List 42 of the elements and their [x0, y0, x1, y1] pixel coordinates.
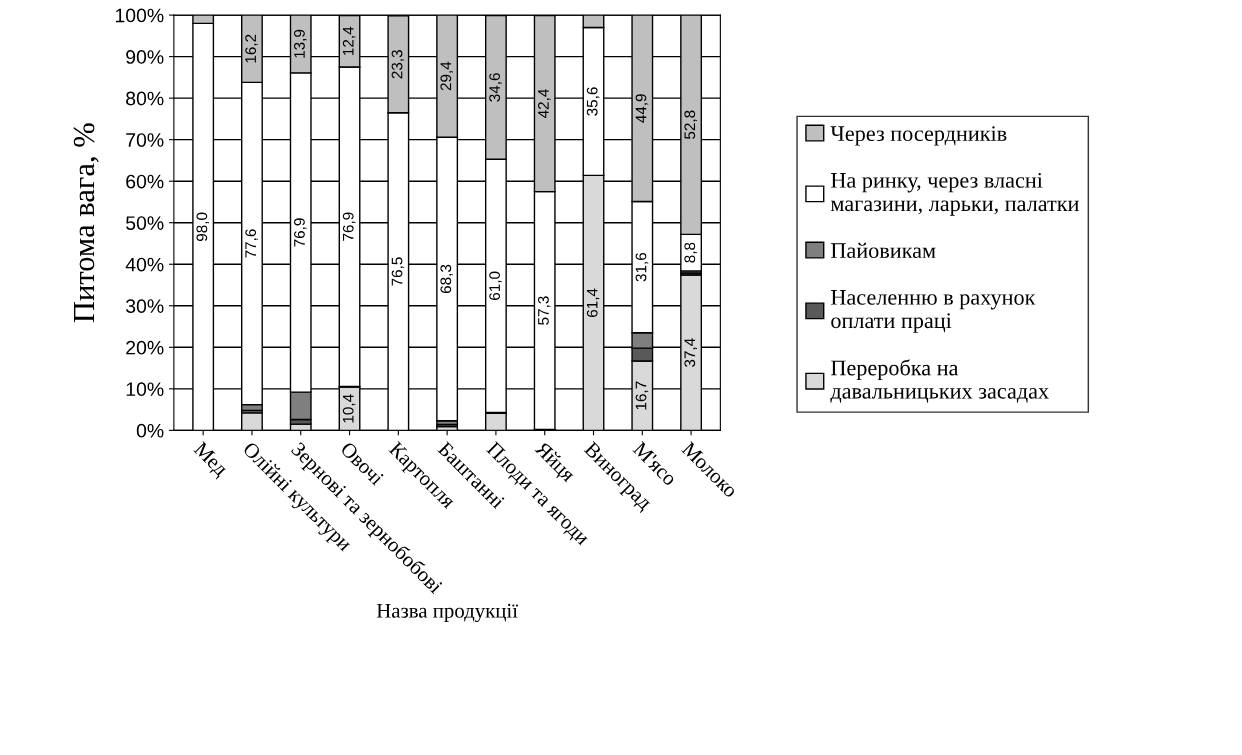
data-label: 34,6 — [489, 73, 502, 102]
x-axis-title: Назва продукції — [376, 603, 518, 623]
data-label: 77,6 — [245, 229, 258, 258]
data-label: 52,8 — [684, 110, 697, 139]
y-axis-title: Питома вага, % — [73, 123, 99, 323]
data-label: 98,0 — [196, 212, 210, 242]
y-tick-label: 30% — [125, 299, 164, 314]
data-label: 76,5 — [391, 257, 405, 286]
data-label: 16,7 — [635, 381, 649, 410]
y-tick-label: 10% — [126, 382, 164, 397]
y-tick-label: 0% — [136, 423, 164, 438]
data-label: 8,8 — [684, 242, 697, 263]
legend-label: На ринку, через власні магазини, ларьки, палатки — [830, 172, 1079, 216]
data-label: 16,2 — [245, 34, 258, 63]
data-label: 61,0 — [489, 271, 502, 300]
y-tick-label: 40% — [125, 257, 164, 272]
data-label: 35,6 — [586, 87, 600, 116]
data-label: 23,3 — [391, 50, 405, 79]
y-tick-label: 90% — [126, 50, 164, 64]
data-label: 37,4 — [684, 338, 697, 367]
data-label: 44,9 — [635, 94, 649, 123]
data-label: 12,4 — [342, 26, 356, 55]
data-label: 42,4 — [537, 89, 551, 119]
data-label: 76,9 — [342, 212, 356, 241]
y-tick-label: 100% — [115, 8, 164, 23]
data-label: 10,4 — [342, 394, 356, 423]
y-tick-label: 60% — [126, 174, 164, 189]
data-label: 76,9 — [294, 218, 307, 247]
y-tick-label: 70% — [126, 133, 164, 147]
y-tick-label: 50% — [126, 216, 164, 230]
legend-label: Пайовикам — [831, 242, 936, 259]
y-tick-label: 80% — [126, 91, 164, 106]
data-label: 13,9 — [294, 29, 307, 58]
data-label: 29,4 — [440, 61, 454, 91]
data-label: 57,3 — [537, 296, 551, 325]
legend-label: Населенню в рахунок оплати праці — [831, 290, 1036, 333]
y-tick-label: 20% — [126, 340, 164, 355]
legend-label: Через посердників — [830, 126, 1007, 146]
legend-label: Переробка на давальницьких засадах — [830, 359, 1049, 403]
data-label: 31,6 — [635, 252, 649, 282]
data-label: 61,4 — [586, 288, 600, 317]
data-label: 68,3 — [440, 264, 454, 294]
